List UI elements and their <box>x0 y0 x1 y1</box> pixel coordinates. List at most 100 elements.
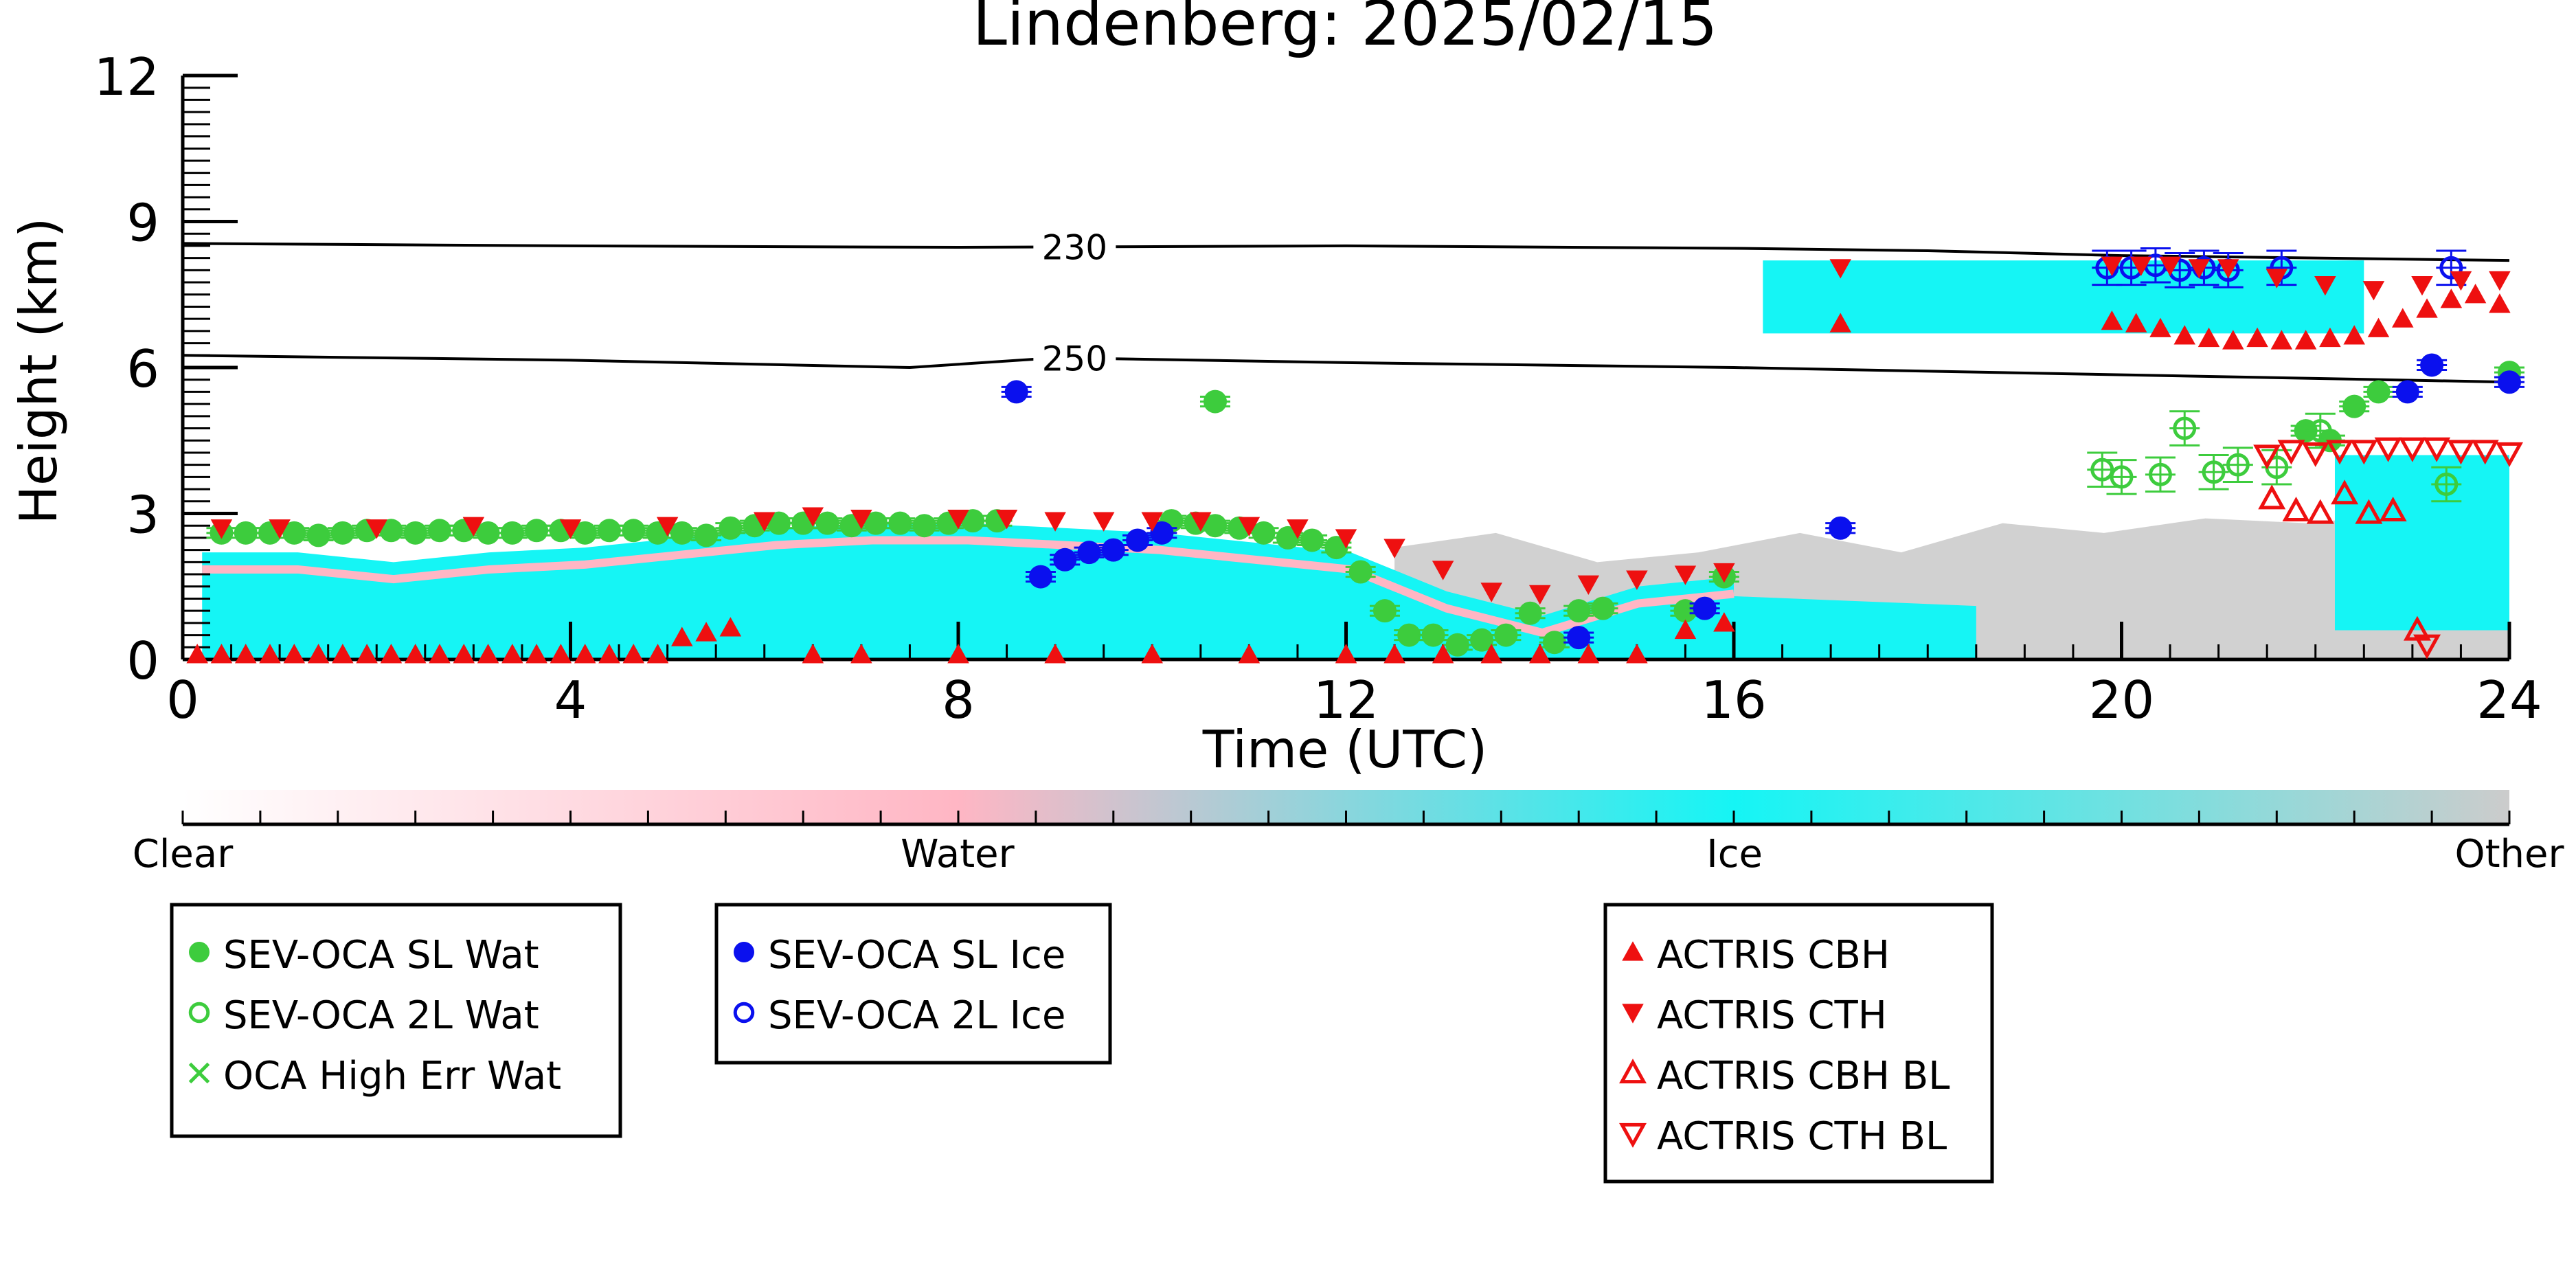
data-point <box>525 519 549 543</box>
legend-marker <box>1619 1059 1647 1084</box>
legend-marker <box>733 1002 755 1024</box>
data-point <box>2270 330 2293 350</box>
chart-title: Lindenberg: 2025/02/15 <box>973 0 1717 60</box>
data-point <box>1141 644 1163 664</box>
data-point <box>1693 596 1717 620</box>
data-point <box>2395 380 2419 404</box>
data-point <box>1126 528 1150 552</box>
data-point <box>1383 539 1405 558</box>
data-point <box>2173 325 2195 345</box>
data-point <box>2301 442 2329 467</box>
data-point <box>2420 353 2444 377</box>
data-point <box>210 519 233 539</box>
data-point <box>1494 623 1518 647</box>
data-point <box>1577 575 1600 595</box>
data-point <box>1626 570 1648 590</box>
data-point <box>2129 256 2152 276</box>
colorbar-label-other: Other <box>2454 832 2564 877</box>
data-point <box>1713 612 1735 632</box>
data-point <box>947 509 969 530</box>
data-point <box>802 507 824 527</box>
data-point <box>2101 256 2123 276</box>
data-point <box>1577 644 1600 664</box>
data-point <box>234 644 257 664</box>
data-point <box>767 511 791 535</box>
data-point <box>1004 380 1028 404</box>
background-water-streak <box>202 536 1735 637</box>
data-point <box>670 521 694 545</box>
colorbar-label-ice: Ice <box>1706 832 1763 877</box>
data-point <box>453 644 475 664</box>
data-point <box>2434 473 2459 496</box>
legend-frame <box>170 903 622 1138</box>
data-point <box>1470 628 1494 652</box>
data-point <box>2149 317 2171 337</box>
data-point <box>1829 516 1853 540</box>
data-point <box>1238 517 1261 536</box>
data-point <box>403 521 427 545</box>
x-tick-label: 20 <box>2089 670 2154 730</box>
data-point <box>1829 313 1851 332</box>
series-actris-cth <box>210 256 2511 605</box>
data-point <box>2149 462 2172 486</box>
data-point <box>2319 327 2341 348</box>
data-point <box>2342 394 2366 418</box>
data-point <box>864 511 888 535</box>
data-point <box>2471 440 2499 465</box>
data-point <box>1190 512 1212 532</box>
data-point <box>365 519 387 539</box>
data-point <box>2308 419 2332 443</box>
data-point <box>2447 440 2475 465</box>
data-point <box>283 644 306 664</box>
data-point <box>2440 289 2463 308</box>
legend-box: SEV-OCA SL Ice SEV-OCA 2L Ice <box>714 903 1112 1065</box>
data-point <box>1077 541 1101 565</box>
data-point <box>2202 460 2226 484</box>
cloud-phase-background <box>202 260 2509 659</box>
data-point <box>1053 547 1077 572</box>
data-point <box>1674 565 1697 585</box>
legend-label: SEV-OCA SL Ice <box>768 933 1065 978</box>
data-point <box>1542 631 1566 655</box>
data-point <box>1673 599 1697 623</box>
contour-label: 230 <box>1042 227 1107 267</box>
y-tick-label: 12 <box>94 47 159 107</box>
data-point <box>1397 623 1421 647</box>
data-point <box>1829 259 1851 279</box>
data-point <box>802 644 824 664</box>
data-point <box>995 509 1018 530</box>
legend-marker <box>189 942 210 962</box>
data-point <box>2362 281 2385 301</box>
data-point <box>1421 623 1445 647</box>
contour-line-250 <box>182 354 2510 384</box>
data-point <box>462 517 485 536</box>
legend-label: ACTRIS CTH BL <box>1657 1114 1947 1159</box>
data-point <box>1383 644 1405 664</box>
contour-label-bg <box>1033 337 1116 379</box>
data-point <box>646 644 669 664</box>
data-point <box>1028 565 1052 589</box>
data-point <box>815 511 839 535</box>
x-tick-label: 16 <box>1701 670 1766 730</box>
temperature-contours: 230 250 <box>182 226 2510 384</box>
data-point <box>1567 599 1591 623</box>
data-point <box>380 644 403 664</box>
data-point <box>2489 293 2511 313</box>
data-point <box>1101 538 1125 562</box>
legend-marker <box>188 1002 210 1024</box>
x-tick-label: 0 <box>166 670 199 730</box>
x-tick-label: 12 <box>1313 670 1379 730</box>
data-point <box>1335 644 1357 664</box>
contour-label: 250 <box>1042 339 1107 379</box>
data-point <box>2197 327 2220 348</box>
y-tick-label: 3 <box>126 485 159 545</box>
data-point <box>427 519 451 543</box>
background-region-ice <box>2334 455 2509 631</box>
legend-marker <box>734 942 754 962</box>
legend-marker <box>1622 1004 1644 1024</box>
data-point <box>2326 440 2354 465</box>
data-point <box>1044 644 1066 664</box>
data-point <box>1348 560 1372 584</box>
data-point <box>259 644 281 664</box>
data-point <box>1713 563 1735 583</box>
